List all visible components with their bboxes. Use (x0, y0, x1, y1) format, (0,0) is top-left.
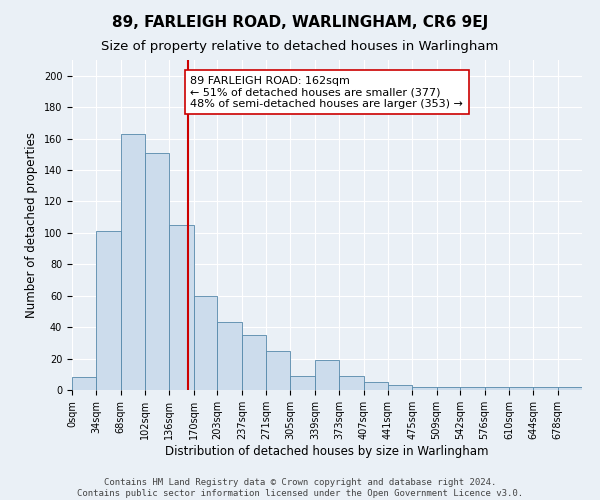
Bar (266, 350, 290, 390)
Bar (315, 360, 339, 390)
Y-axis label: Number of detached properties: Number of detached properties (25, 132, 38, 318)
Text: Size of property relative to detached houses in Warlingham: Size of property relative to detached ho… (101, 40, 499, 53)
Bar (364, 382, 388, 390)
Bar (145, 152, 169, 390)
Bar (412, 387, 437, 390)
Text: 89 FARLEIGH ROAD: 162sqm
← 51% of detached houses are smaller (377)
48% of semi-: 89 FARLEIGH ROAD: 162sqm ← 51% of detach… (190, 76, 463, 109)
Bar (460, 387, 485, 390)
Bar (388, 386, 412, 390)
Bar (121, 134, 145, 390)
Bar (97, 232, 121, 390)
Text: Contains HM Land Registry data © Crown copyright and database right 2024.
Contai: Contains HM Land Registry data © Crown c… (77, 478, 523, 498)
Text: 89, FARLEIGH ROAD, WARLINGHAM, CR6 9EJ: 89, FARLEIGH ROAD, WARLINGHAM, CR6 9EJ (112, 15, 488, 30)
Bar (557, 387, 582, 390)
Bar (290, 376, 315, 390)
Bar (533, 387, 557, 390)
Bar (437, 387, 460, 390)
Bar (72, 378, 97, 390)
Bar (509, 387, 533, 390)
Bar (242, 335, 266, 390)
Bar (485, 387, 509, 390)
Bar (217, 322, 242, 390)
Bar (169, 225, 194, 390)
Bar (339, 376, 364, 390)
X-axis label: Distribution of detached houses by size in Warlingham: Distribution of detached houses by size … (165, 444, 489, 458)
Bar (194, 296, 217, 390)
